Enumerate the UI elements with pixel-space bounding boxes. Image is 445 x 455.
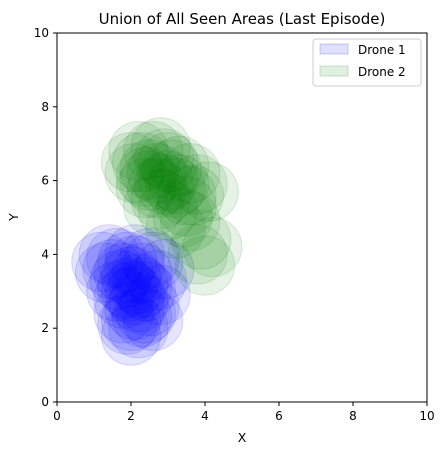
seen-area-circle-drone-1 xyxy=(130,264,191,326)
seen-area-circle-drone-1 xyxy=(108,253,169,314)
seen-area-circle-drone-2 xyxy=(108,121,169,182)
seen-area-circle-drone-2 xyxy=(156,165,217,226)
seen-area-circle-drone-2 xyxy=(134,154,195,215)
x-tick-label: 4 xyxy=(201,409,209,423)
seen-area-circle-drone-2 xyxy=(126,157,187,219)
seen-area-circle-drone-1 xyxy=(104,264,165,326)
seen-area-circle-drone-2 xyxy=(137,132,199,193)
seen-area-circle-drone-2 xyxy=(137,150,199,211)
x-tick-label: 8 xyxy=(349,409,357,423)
seen-area-circle-drone-2 xyxy=(115,157,176,219)
seen-area-circle-drone-1 xyxy=(97,257,158,318)
x-tick-label: 6 xyxy=(275,409,283,423)
y-tick-label: 8 xyxy=(41,100,49,114)
seen-area-circle-drone-2 xyxy=(145,198,206,259)
seen-area-circle-drone-2 xyxy=(137,180,199,241)
seen-area-circle-drone-2 xyxy=(130,117,191,178)
seen-area-circle-drone-1 xyxy=(86,261,147,322)
seen-area-circle-drone-1 xyxy=(93,283,154,344)
seen-area-circle-drone-1 xyxy=(93,268,154,329)
y-tick-label: 0 xyxy=(41,395,49,409)
seen-area-circle-drone-1 xyxy=(86,228,147,289)
seen-area-circle-drone-1 xyxy=(134,239,195,300)
seen-area-circle-drone-1 xyxy=(89,250,151,311)
x-tick-label: 0 xyxy=(53,409,61,423)
seen-area-circle-drone-1 xyxy=(100,290,162,351)
seen-area-circle-drone-1 xyxy=(97,231,158,292)
legend: Drone 1 Drone 2 xyxy=(312,38,422,87)
x-axis-label: X xyxy=(238,430,247,445)
seen-area-circle-drone-2 xyxy=(123,176,184,237)
seen-area-circle-drone-2 xyxy=(178,161,239,222)
seen-area-circle-drone-1 xyxy=(100,305,162,366)
seen-area-circle-drone-1 xyxy=(104,224,165,285)
legend-label-drone-2: Drone 2 xyxy=(358,65,406,79)
seen-area-circle-drone-1 xyxy=(119,276,180,337)
seen-area-circle-drone-2 xyxy=(160,143,221,204)
seen-area-circle-drone-2 xyxy=(134,128,195,189)
seen-area-circle-drone-1 xyxy=(126,250,187,311)
seen-area-circle-drone-1 xyxy=(100,261,162,322)
seen-area-circle-drone-2 xyxy=(171,209,232,270)
seen-area-circle-drone-1 xyxy=(112,287,173,348)
seen-area-circle-drone-1 xyxy=(108,272,169,333)
y-axis-label: Y xyxy=(6,213,21,222)
seen-area-circle-drone-2 xyxy=(104,143,165,204)
seen-area-circle-drone-2 xyxy=(182,216,243,278)
seen-area-circle-drone-2 xyxy=(152,187,213,248)
y-tick-label: 2 xyxy=(41,321,49,335)
y-tick-label: 10 xyxy=(34,26,49,40)
legend-swatch-drone-2 xyxy=(319,65,349,77)
seen-area-circle-drone-1 xyxy=(78,224,139,285)
seen-area-circle-drone-1 xyxy=(108,298,169,359)
y-tick-label: 4 xyxy=(41,247,49,261)
seen-area-circle-drone-2 xyxy=(167,224,228,285)
seen-area-circle-drone-2 xyxy=(126,143,187,204)
seen-area-circle-drone-2 xyxy=(123,121,184,182)
seen-area-circle-drone-1 xyxy=(75,242,136,303)
seen-area-circle-drone-2 xyxy=(163,165,224,226)
seen-area-circle-drone-1 xyxy=(123,290,184,351)
seen-area-circle-drone-2 xyxy=(119,139,180,200)
seen-area-circle-drone-1 xyxy=(100,246,162,307)
seen-area-circle-drone-1 xyxy=(123,231,184,292)
seen-area-circle-drone-2 xyxy=(174,235,236,296)
seen-area-circle-drone-1 xyxy=(112,242,173,303)
seen-area-circle-drone-2 xyxy=(100,132,162,193)
seen-area-circle-drone-2 xyxy=(115,146,176,207)
seen-area-circle-drone-1 xyxy=(97,294,158,355)
seen-area-circle-drone-2 xyxy=(119,150,180,211)
seen-area-circle-drone-1 xyxy=(115,261,176,322)
seen-area-circle-drone-2 xyxy=(156,176,217,237)
seen-area-circles xyxy=(71,117,243,366)
seen-area-circle-drone-2 xyxy=(141,139,202,200)
y-tick-label: 6 xyxy=(41,174,49,188)
seen-area-circle-drone-1 xyxy=(104,279,165,340)
legend-label-drone-1: Drone 1 xyxy=(358,43,406,57)
x-tick-label: 2 xyxy=(127,409,135,423)
x-tick-label: 10 xyxy=(419,409,434,423)
seen-area-circle-drone-1 xyxy=(104,235,165,296)
seen-area-circle-drone-2 xyxy=(145,157,206,219)
seen-area-circle-drone-1 xyxy=(115,283,176,344)
seen-area-circle-drone-2 xyxy=(112,132,173,193)
legend-swatch-drone-1 xyxy=(319,43,349,55)
seen-area-circle-drone-1 xyxy=(119,228,180,289)
seen-area-circle-drone-2 xyxy=(160,191,221,252)
plot-frame xyxy=(56,32,428,403)
seen-area-circle-drone-2 xyxy=(167,154,228,215)
seen-area-circle-drone-1 xyxy=(112,257,173,318)
seen-area-circle-drone-1 xyxy=(71,231,132,292)
legend-box xyxy=(312,38,422,87)
seen-area-circle-drone-1 xyxy=(82,239,143,300)
axis-ticks: 0 2 4 6 8 10 0 2 4 6 8 10 xyxy=(34,26,435,423)
seen-area-circle-drone-2 xyxy=(149,154,210,215)
chart-title: Union of All Seen Areas (Last Episode) xyxy=(99,10,386,28)
seen-area-circle-drone-2 xyxy=(130,168,191,230)
seen-area-circle-drone-2 xyxy=(149,135,210,196)
seen-area-circle-drone-1 xyxy=(93,242,154,303)
